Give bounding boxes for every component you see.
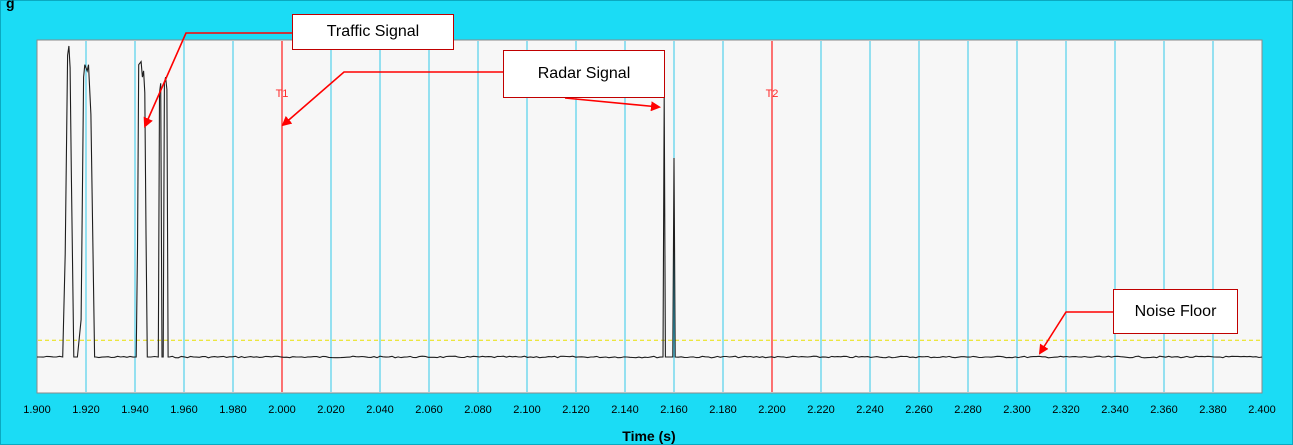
radar-signal-arrow-right — [564, 97, 661, 112]
x-tick-label: 2.040 — [366, 404, 394, 416]
x-tick-label: 1.940 — [121, 404, 149, 416]
series-layer — [37, 45, 1263, 359]
x-tick-label: 2.100 — [513, 404, 541, 416]
x-tick-label: 2.260 — [905, 404, 933, 416]
x-tick-labels: 1.900 1.920 1.940 1.960 1.980 2.000 2.020 2.040… — [23, 404, 1276, 416]
x-tick-label: 2.140 — [611, 404, 639, 416]
x-tick-label: 2.400 — [1248, 404, 1276, 416]
x-tick-label: 2.120 — [562, 404, 590, 416]
x-axis-label: Time (s) — [622, 428, 675, 444]
x-tick-label: 2.340 — [1101, 404, 1129, 416]
x-tick-label: 2.360 — [1150, 404, 1178, 416]
traffic-signal-arrow — [143, 32, 292, 128]
noise-floor-callout: Noise Floor — [1113, 289, 1238, 334]
x-tick-label: 2.180 — [709, 404, 737, 416]
cursor-label-t1: T1 — [276, 88, 289, 100]
plot-area — [36, 39, 1263, 394]
noise-floor-arrow — [1038, 311, 1113, 355]
traffic-signal-callout: Traffic Signal — [292, 14, 454, 50]
cursor-layer: T1 T2 — [276, 41, 779, 392]
x-tick-label: 2.240 — [856, 404, 884, 416]
x-tick-label: 2.060 — [415, 404, 443, 416]
x-tick-label: 2.280 — [954, 404, 982, 416]
x-tick-label: 1.980 — [219, 404, 247, 416]
x-tick-label: 1.960 — [170, 404, 198, 416]
radar-signal-arrow-left — [281, 71, 503, 127]
annotation-arrows — [143, 32, 1113, 355]
x-tick-label: 2.220 — [807, 404, 835, 416]
x-tick-label: 2.380 — [1199, 404, 1227, 416]
signal-trace — [37, 45, 1263, 359]
x-tick-label: 2.300 — [1003, 404, 1031, 416]
x-tick-label: 2.200 — [758, 404, 786, 416]
window-title-fragment: g — [6, 0, 15, 11]
x-tick-label: 2.320 — [1052, 404, 1080, 416]
x-tick-label: 2.160 — [660, 404, 688, 416]
x-tick-label: 2.020 — [317, 404, 345, 416]
radar-signal-callout: Radar Signal — [503, 50, 665, 98]
x-tick-label: 2.080 — [464, 404, 492, 416]
cursor-label-t2: T2 — [766, 88, 779, 100]
x-tick-label: 2.000 — [268, 404, 296, 416]
x-tick-label: 1.900 — [23, 404, 51, 416]
x-tick-label: 1.920 — [72, 404, 100, 416]
